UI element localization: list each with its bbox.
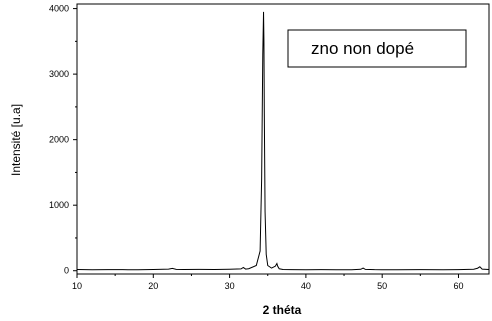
y-tick-label: 4000 [49, 4, 69, 14]
y-axis-ticks: 0 1000 2000 3000 4000 [49, 4, 77, 276]
legend-box [287, 29, 467, 68]
y-tick-label: 2000 [49, 135, 69, 145]
y-tick-label: 3000 [49, 69, 69, 79]
x-tick-label: 30 [225, 281, 235, 291]
series-line [76, 11, 490, 271]
x-tick-label: 60 [453, 281, 463, 291]
plot-frame [76, 3, 490, 275]
plot-area: 10 20 30 40 50 60 0 1000 2000 3000 4000 [49, 3, 490, 291]
legend-entry: zno non dopé [311, 39, 414, 58]
y-tick-label: 0 [64, 266, 69, 276]
legend: zno non dopé [287, 29, 467, 68]
x-axis-title: 2 théta [263, 303, 302, 317]
x-tick-label: 10 [72, 281, 82, 291]
x-tick-label: 20 [148, 281, 158, 291]
x-tick-label: 40 [301, 281, 311, 291]
x-axis-ticks: 10 20 30 40 50 60 [72, 274, 463, 291]
y-tick-label: 1000 [49, 200, 69, 210]
y-axis-title: Intensité [u.a] [9, 104, 23, 176]
x-tick-label: 50 [377, 281, 387, 291]
